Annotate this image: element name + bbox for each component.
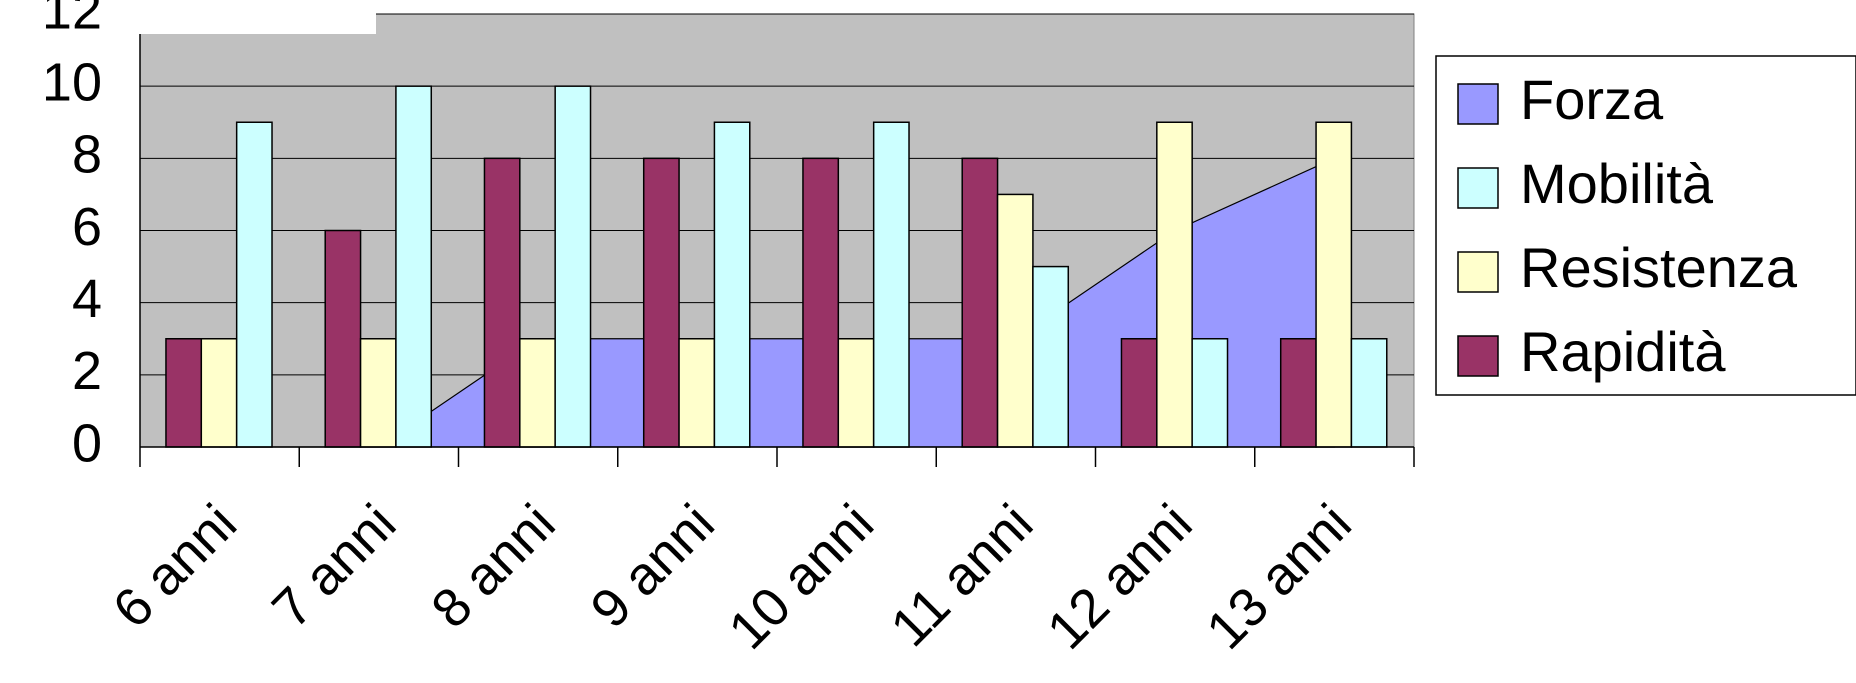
bar (803, 158, 838, 447)
legend-label: Mobilità (1520, 152, 1714, 215)
x-tick-label: 10 anni (717, 493, 885, 661)
bar (484, 158, 519, 447)
x-tick-label: 12 anni (1036, 493, 1204, 661)
bar (1157, 122, 1192, 447)
y-tick-label: 6 (72, 197, 102, 257)
x-tick-label: 9 anni (579, 493, 725, 639)
bar (1033, 267, 1068, 447)
bar (1316, 122, 1351, 447)
y-tick-label: 8 (72, 125, 102, 185)
bar (874, 122, 909, 447)
y-tick-label: 12 (42, 0, 102, 40)
x-tick-label: 7 anni (261, 493, 407, 639)
bar (1281, 339, 1316, 447)
bar (166, 339, 201, 447)
overlay-patch (100, 0, 376, 34)
bar (644, 158, 679, 447)
bar (962, 158, 997, 447)
legend-swatch (1458, 252, 1498, 292)
bar (714, 122, 749, 447)
bar (201, 339, 236, 447)
x-tick-label: 6 anni (102, 493, 248, 639)
page: {"chart_data": {"type": "bar", "categori… (0, 0, 1856, 683)
y-tick-label: 10 (42, 52, 102, 112)
bar (237, 122, 272, 447)
y-tick-label: 0 (72, 413, 102, 473)
y-tick-label: 2 (72, 341, 102, 401)
bar (1351, 339, 1386, 447)
bar (325, 231, 360, 448)
x-tick-label: 8 anni (420, 493, 566, 639)
bar (361, 339, 396, 447)
bar (998, 194, 1033, 447)
legend-label: Rapidità (1520, 320, 1726, 383)
bar (1121, 339, 1156, 447)
legend-swatch (1458, 336, 1498, 376)
y-tick-label: 4 (72, 269, 102, 329)
x-tick-label: 13 anni (1195, 493, 1363, 661)
bar (679, 339, 714, 447)
chart: 0 2 4 6 8 10 12 6 anni7 anni8 anni9 anni10 anni… (0, 0, 1856, 683)
legend-swatch (1458, 84, 1498, 124)
bar (396, 86, 431, 447)
bar (520, 339, 555, 447)
x-tick-label: 11 anni (879, 493, 1044, 658)
legend-swatch (1458, 168, 1498, 208)
bar (555, 86, 590, 447)
bar (1192, 339, 1227, 447)
legend-label: Resistenza (1520, 236, 1798, 299)
legend-label: Forza (1520, 68, 1664, 131)
bar (838, 339, 873, 447)
